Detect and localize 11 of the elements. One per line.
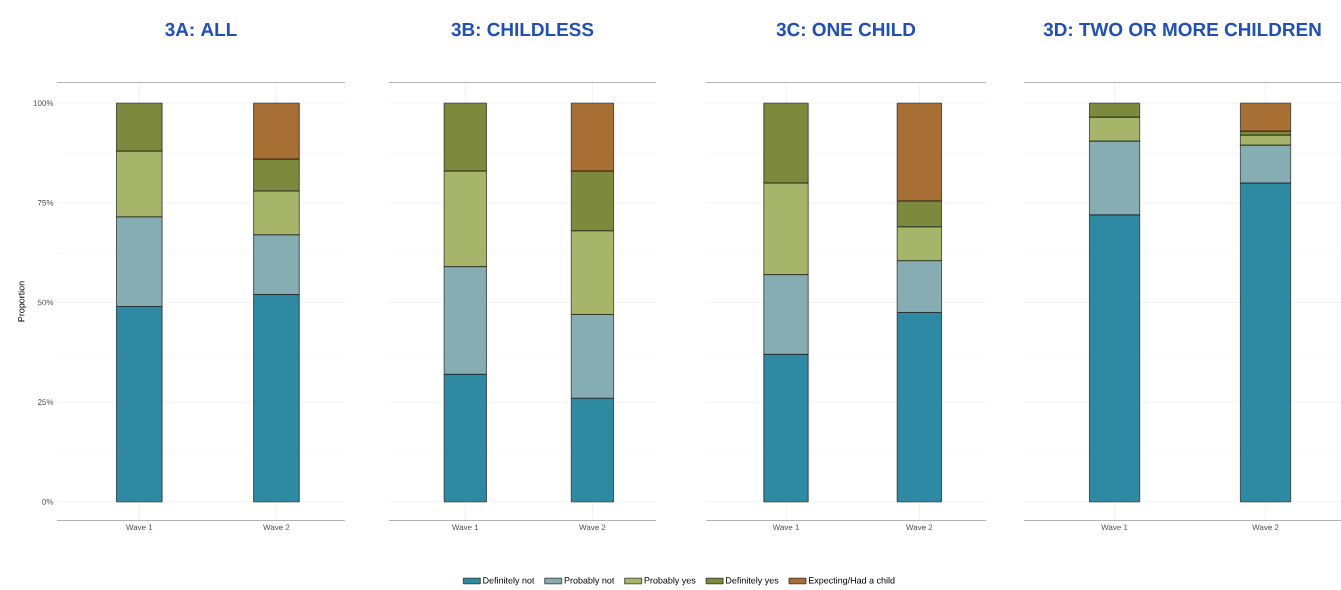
y-axis-title: Proportion (17, 281, 27, 322)
chart-title: 3B: CHILDLESS (451, 22, 594, 37)
legend-label: Probably yes (644, 577, 696, 586)
legend-label: Definitely yes (726, 577, 779, 586)
bar (1240, 102, 1291, 132)
legend-label: Definitely not (483, 577, 535, 586)
chart-title: 3D: TWO OR MORE CHILDREN (1043, 22, 1321, 37)
legend-label: Expecting/Had a child (809, 577, 895, 586)
legend-label: Probably not (564, 577, 615, 586)
chart-title: 3C: ONE CHILD (776, 22, 916, 37)
chart-title: 3A: ALL (165, 22, 237, 37)
